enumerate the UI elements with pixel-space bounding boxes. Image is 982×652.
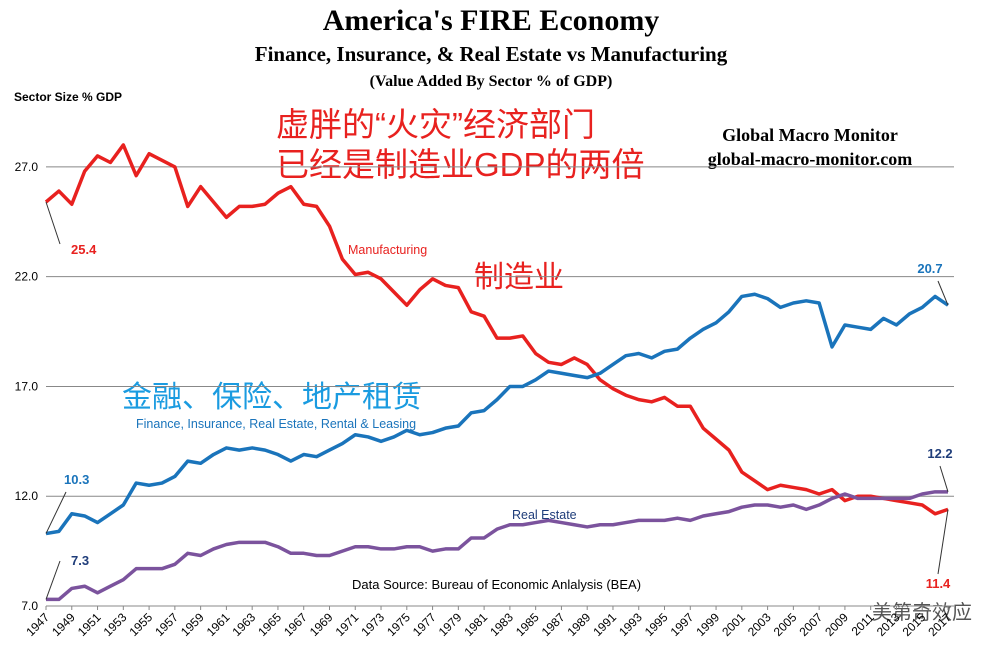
- y-tick-label: 17.0: [15, 379, 39, 393]
- x-tick-label: 1979: [436, 610, 465, 639]
- series-end-label: 12.2: [927, 446, 952, 461]
- series-start-label: 7.3: [71, 553, 89, 568]
- y-tick-label: 22.0: [15, 270, 39, 284]
- x-tick-label: 1969: [307, 610, 336, 639]
- chart-subtitle: Finance, Insurance, & Real Estate vs Man…: [254, 42, 728, 66]
- end-label-leader: [939, 465, 949, 492]
- x-tick-label: 1949: [49, 610, 78, 639]
- x-tick-label: 1947: [23, 610, 52, 639]
- x-tick-label: 1995: [642, 610, 671, 639]
- series-name-label: Finance, Insurance, Real Estate, Rental …: [136, 417, 416, 431]
- x-tick-label: 2005: [771, 610, 800, 639]
- x-tick-label: 2011: [849, 610, 877, 638]
- start-label-leader: [45, 201, 61, 245]
- x-tick-label: 2007: [796, 610, 825, 639]
- end-label-leader: [937, 280, 949, 306]
- x-tick-label: 2013: [874, 610, 903, 639]
- x-tick-label: 1971: [333, 610, 362, 639]
- x-tick-label: 2009: [822, 610, 851, 639]
- x-tick-label: 1977: [410, 610, 439, 639]
- series-name-label: Real Estate: [512, 508, 577, 522]
- x-tick-label: 1959: [178, 610, 207, 639]
- x-tick-label: 1985: [513, 610, 542, 639]
- data-source-note: Data Source: Bureau of Economic Anlalysi…: [352, 577, 641, 592]
- x-tick-label: 1987: [539, 610, 568, 639]
- series-end-label: 11.4: [926, 576, 951, 591]
- x-tick-label: 1991: [590, 610, 619, 639]
- source-brand: Global Macro Monitor: [722, 125, 898, 145]
- series-name-label: Manufacturing: [348, 243, 427, 257]
- x-tick-label: 1999: [693, 610, 722, 639]
- source-url: global-macro-monitor.com: [707, 149, 913, 169]
- x-tick-label: 1997: [668, 610, 697, 639]
- x-tick-label: 1967: [281, 610, 310, 639]
- x-tick-label: 1963: [230, 610, 259, 639]
- chart-title: America's FIRE Economy: [322, 4, 660, 37]
- x-tick-label: 2001: [719, 610, 748, 639]
- x-tick-label: 2003: [745, 610, 774, 639]
- series-line-1: [45, 292, 949, 536]
- x-tick-label: 1981: [461, 610, 490, 639]
- x-tick-label: 1993: [616, 610, 645, 639]
- x-tick-label: 1951: [75, 610, 104, 639]
- x-tick-label: 2017: [925, 610, 954, 639]
- y-axis-label: Sector Size % GDP: [14, 90, 123, 104]
- chart-subsubtitle: (Value Added By Sector % of GDP): [369, 73, 613, 90]
- series-start-label: 10.3: [64, 472, 89, 487]
- x-tick-label: 1983: [487, 610, 516, 639]
- series-line-2: [46, 490, 948, 602]
- y-tick-label: 12.0: [15, 489, 39, 503]
- end-label-leader: [937, 509, 949, 575]
- annotation-cn-line1: 虚胖的“火灾”经济部门: [276, 106, 595, 143]
- x-tick-label: 1989: [565, 610, 594, 639]
- series-end-label: 20.7: [917, 261, 942, 276]
- start-label-leader: [45, 491, 67, 534]
- x-tick-label: 1975: [384, 610, 413, 639]
- watermark: 美第奇效应: [872, 602, 972, 624]
- x-tick-label: 1973: [358, 610, 387, 639]
- x-tick-label: 1957: [152, 610, 181, 639]
- x-tick-label: 1953: [101, 610, 130, 639]
- manufacturing-cn-label: 制造业: [474, 261, 564, 294]
- x-tick-label: 2015: [900, 610, 929, 639]
- x-tick-label: 1965: [255, 610, 284, 639]
- y-tick-label: 7.0: [21, 599, 38, 613]
- annotation-cn-line2: 已经是制造业GDP的两倍: [276, 146, 645, 183]
- x-tick-label: 1961: [204, 610, 233, 639]
- x-tick-label: 1955: [126, 610, 155, 639]
- series-start-label: 25.4: [71, 242, 97, 257]
- series-line-0: [44, 143, 949, 516]
- y-tick-label: 27.0: [15, 160, 39, 174]
- start-label-leader: [45, 560, 61, 600]
